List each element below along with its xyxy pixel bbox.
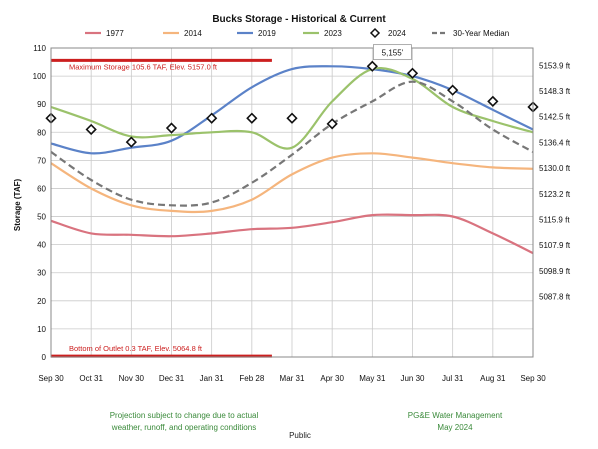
chart-title: Bucks Storage - Historical & Current bbox=[212, 14, 386, 25]
legend-label: 30-Year Median bbox=[453, 29, 509, 38]
series-2024-marker bbox=[326, 118, 338, 130]
y-tick-label: 60 bbox=[37, 184, 46, 193]
reference-label: Maximum Storage 105.6 TAF, Elev. 5157.0 … bbox=[69, 62, 218, 71]
series-2024-marker bbox=[206, 112, 218, 124]
legend-swatch bbox=[369, 27, 381, 39]
legend-label: 1977 bbox=[106, 29, 124, 38]
x-tick-label: Jan 31 bbox=[200, 374, 225, 383]
projection-note-line2: weather, runoff, and operating condition… bbox=[111, 423, 257, 432]
y-tick-label: 50 bbox=[37, 213, 46, 222]
y-tick-label: 110 bbox=[33, 44, 46, 53]
elevation-callout: 5,155' bbox=[373, 44, 412, 61]
series-line-30-year-median bbox=[50, 80, 534, 207]
right-axis-label: 5107.9 ft bbox=[539, 241, 571, 250]
x-tick-label: Dec 31 bbox=[159, 374, 185, 383]
x-tick-label: Jun 30 bbox=[400, 374, 425, 383]
legend-label: 2019 bbox=[258, 29, 276, 38]
legend: 1977 2014 2019 2023 2024 30-Year Median bbox=[85, 27, 509, 39]
x-tick-label: Apr 30 bbox=[320, 374, 344, 383]
classification-label: Public bbox=[289, 431, 311, 440]
series-2024-marker bbox=[286, 112, 298, 124]
legend-label: 2014 bbox=[184, 29, 202, 38]
series-2024-marker bbox=[447, 84, 459, 96]
callout-box bbox=[373, 44, 412, 61]
plot-border bbox=[50, 47, 534, 358]
right-axis-label: 5130.0 ft bbox=[539, 164, 571, 173]
legend-label: 2024 bbox=[388, 29, 406, 38]
y-tick-label: 70 bbox=[37, 156, 46, 165]
y-tick-label: 90 bbox=[37, 100, 46, 109]
x-tick-label: Oct 31 bbox=[79, 374, 103, 383]
report-date: May 2024 bbox=[437, 423, 473, 432]
y-tick-label: 80 bbox=[37, 128, 46, 137]
reference-label: Bottom of Outlet 0.3 TAF, Elev. 5064.8 f… bbox=[69, 344, 203, 353]
legend-label: 2023 bbox=[324, 29, 342, 38]
y-tick-label: 30 bbox=[37, 269, 46, 278]
series-line-1977 bbox=[50, 213, 534, 255]
series-2024-marker bbox=[85, 123, 97, 136]
x-tick-label: Jul 31 bbox=[442, 374, 464, 383]
org-block: PG&E Water Management May 2024 bbox=[385, 410, 525, 434]
projection-note-line1: Projection subject to change due to actu… bbox=[109, 411, 259, 420]
x-tick-label: May 31 bbox=[359, 374, 386, 383]
right-axis-label: 5148.3 ft bbox=[539, 87, 571, 96]
y-tick-label: 10 bbox=[37, 325, 46, 334]
axes: 0 10 20 30 40 50 60 70 80 90 100 110 Sep 30 Oct 31 Nov… bbox=[33, 44, 571, 383]
x-tick-label: Mar 31 bbox=[280, 374, 305, 383]
right-axis-label: 5123.2 ft bbox=[539, 190, 571, 199]
right-axis-label: 5098.9 ft bbox=[539, 267, 571, 276]
series-markers bbox=[45, 60, 539, 148]
right-axis-label: 5136.4 ft bbox=[539, 138, 571, 147]
org-name: PG&E Water Management bbox=[407, 411, 503, 420]
y-axis-title: Storage (TAF) bbox=[13, 179, 22, 232]
right-axis-label: 5115.9 ft bbox=[539, 215, 570, 224]
x-tick-label: Sep 30 bbox=[520, 374, 546, 383]
y-tick-label: 20 bbox=[37, 297, 46, 306]
x-tick-label: Sep 30 bbox=[38, 374, 64, 383]
right-axis-label: 5153.9 ft bbox=[539, 61, 571, 70]
series-2024-marker bbox=[125, 136, 137, 148]
series-2024-marker bbox=[406, 67, 419, 79]
x-tick-label: Nov 30 bbox=[119, 374, 145, 383]
series-2024-marker bbox=[487, 95, 499, 108]
series-2024-marker bbox=[165, 122, 178, 134]
projection-note: Projection subject to change due to actu… bbox=[84, 410, 284, 434]
series-2024-marker bbox=[246, 112, 258, 124]
right-axis-label: 5087.8 ft bbox=[539, 292, 571, 301]
y-tick-label: 0 bbox=[42, 353, 47, 362]
series-line-2014 bbox=[50, 152, 534, 214]
callout-text: 5,155' bbox=[382, 49, 404, 58]
y-tick-label: 40 bbox=[37, 241, 46, 250]
right-axis-label: 5142.5 ft bbox=[539, 113, 571, 122]
series-2024-marker bbox=[366, 60, 378, 72]
y-tick-label: 100 bbox=[33, 72, 47, 81]
x-tick-label: Feb 28 bbox=[239, 374, 264, 383]
reference-lines: Maximum Storage 105.6 TAF, Elev. 5157.0 … bbox=[51, 58, 272, 358]
x-tick-label: Aug 31 bbox=[480, 374, 506, 383]
